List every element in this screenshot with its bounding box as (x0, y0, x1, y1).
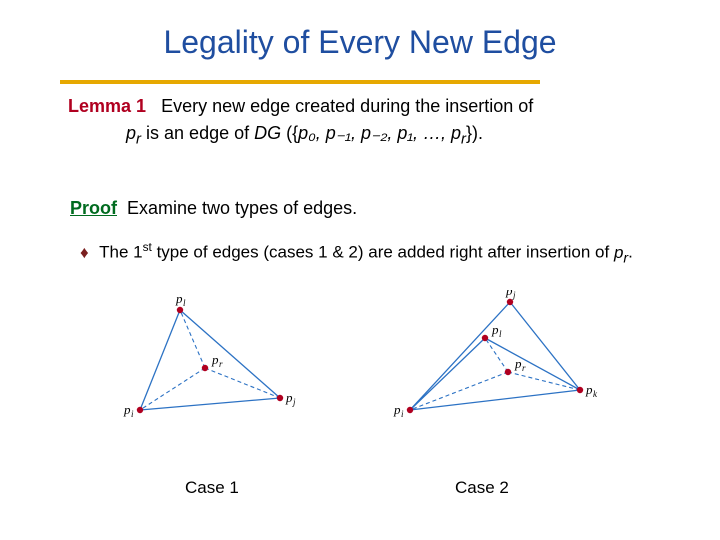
lemma-line1: Every new edge created during the insert… (161, 96, 533, 116)
title-underline (60, 80, 540, 84)
lemma-pr: pr (126, 123, 141, 143)
svg-text:i: i (401, 409, 404, 419)
svg-text:p: p (123, 402, 131, 417)
diagram-case1: plpipjpr (120, 290, 320, 440)
svg-text:l: l (499, 329, 502, 339)
svg-text:l: l (183, 298, 186, 308)
lemma-set-close: }). (466, 123, 483, 143)
slide-root: Legality of Every New Edge Lemma 1 Every… (0, 0, 720, 540)
lemma-block: Lemma 1 Every new edge created during th… (68, 96, 668, 148)
svg-text:p: p (585, 382, 593, 397)
proof-text: Examine two types of edges. (127, 198, 357, 218)
svg-text:p: p (285, 390, 293, 405)
bullet-mid: type of edges (cases 1 & 2) are added ri… (152, 243, 614, 262)
svg-text:r: r (219, 359, 223, 369)
svg-text:p: p (175, 291, 183, 306)
diagram-case2: pjpipkplpr (390, 290, 610, 440)
lemma-mid: is an edge of (146, 123, 254, 143)
svg-text:j: j (292, 397, 296, 407)
diamond-icon: ♦ (80, 243, 89, 262)
svg-text:p: p (514, 356, 522, 371)
case1-label: Case 1 (185, 478, 239, 498)
svg-text:p: p (211, 352, 219, 367)
bullet-sup: st (143, 240, 152, 254)
svg-text:i: i (131, 409, 134, 419)
case2-label: Case 2 (455, 478, 509, 498)
proof-tag: Proof (70, 198, 117, 218)
lemma-tag: Lemma 1 (68, 96, 146, 116)
svg-text:p: p (393, 402, 401, 417)
case1-svg: plpipjpr (120, 290, 320, 440)
bullet-pr: pr (614, 243, 628, 262)
svg-text:r: r (522, 363, 526, 373)
lemma-set-open: ({ (286, 123, 298, 143)
slide-title: Legality of Every New Edge (0, 24, 720, 61)
svg-text:k: k (593, 389, 598, 399)
bullet-line: ♦ The 1st type of edges (cases 1 & 2) ar… (80, 240, 633, 266)
bullet-end: . (628, 243, 633, 262)
case2-svg: pjpipkplpr (390, 290, 610, 440)
svg-text:p: p (505, 290, 513, 298)
lemma-dg: DG (254, 123, 281, 143)
bullet-pre: The 1 (99, 243, 142, 262)
proof-line: Proof Examine two types of edges. (70, 198, 357, 219)
lemma-set: p₀, p₋₁, p₋₂, p₁, …, pr (298, 123, 466, 143)
svg-text:p: p (491, 322, 499, 337)
svg-text:j: j (512, 290, 516, 300)
